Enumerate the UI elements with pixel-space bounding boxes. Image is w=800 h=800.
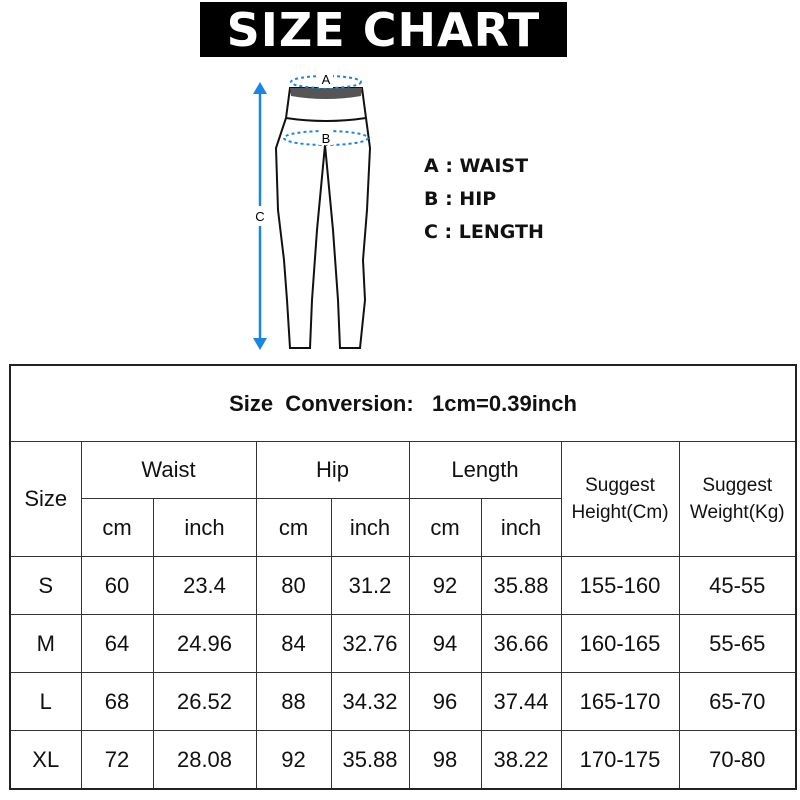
label-a: A: [322, 72, 331, 87]
header-waist-cm: cm: [80, 498, 154, 557]
header-length-inch: inch: [480, 498, 562, 557]
table-cell: 84: [255, 614, 332, 673]
header-hip-cm: cm: [255, 498, 332, 557]
length-arrow-icon: [253, 82, 267, 350]
banner-title: SIZE CHART: [226, 2, 541, 57]
table-row: S 60 23.4 80 31.2 92 35.88 155-160 45-55: [9, 556, 797, 615]
header-height-line1: Suggest: [585, 475, 655, 496]
header-waist-inch: inch: [152, 498, 257, 557]
table-cell: 31.2: [330, 556, 410, 615]
size-conversion-title: Size Conversion: 1cm=0.39inch: [9, 364, 797, 442]
leggings-diagram: A B C: [253, 72, 372, 350]
table-cell: 70-80: [678, 730, 797, 790]
table-row: M 64 24.96 84 32.76 94 36.66 160-165 55-65: [9, 614, 797, 673]
table-row: XL 72 28.08 92 35.88 98 38.22 170-175 70-80: [9, 730, 797, 790]
leggings-outline-icon: [274, 87, 372, 349]
table-cell: 38.22: [480, 730, 562, 790]
table-cell: 35.88: [330, 730, 410, 790]
table-cell: 65-70: [678, 672, 797, 731]
table-cell: 160-165: [560, 614, 680, 673]
table-cell: 92: [408, 556, 482, 615]
table-cell: 35.88: [480, 556, 562, 615]
measurement-legend: A : WAIST B : HIP C : LENGTH: [424, 150, 544, 249]
table-cell: 94: [408, 614, 482, 673]
waistband-fill: [290, 88, 362, 99]
table-cell: 88: [255, 672, 332, 731]
legend-length: C : LENGTH: [424, 221, 544, 243]
table-cell: 64: [80, 614, 154, 673]
header-length: Length: [408, 441, 562, 499]
table-cell: 80: [255, 556, 332, 615]
header-height-line2: Height(Cm): [571, 502, 669, 523]
table-cell: 92: [255, 730, 332, 790]
table-cell: 23.4: [152, 556, 257, 615]
header-length-cm: cm: [408, 498, 482, 557]
label-b: B: [322, 131, 331, 146]
table-cell: 55-65: [678, 614, 797, 673]
table-cell: 37.44: [480, 672, 562, 731]
table-cell: L: [9, 672, 82, 731]
table-cell: S: [9, 556, 82, 615]
table-cell: 165-170: [560, 672, 680, 731]
table-cell: 60: [80, 556, 154, 615]
header-weight-line1: Suggest: [702, 475, 773, 496]
table-cell: 98: [408, 730, 482, 790]
header-hip: Hip: [255, 441, 410, 499]
header-height: Suggest Height(Cm): [560, 441, 680, 557]
header-weight: Suggest Weight(Kg): [678, 441, 797, 557]
table-cell: XL: [9, 730, 82, 790]
table-cell: 24.96: [152, 614, 257, 673]
header-weight-line2: Weight(Kg): [689, 502, 785, 523]
table-cell: 96: [408, 672, 482, 731]
table-cell: 26.52: [152, 672, 257, 731]
table-cell: 36.66: [480, 614, 562, 673]
table-cell: M: [9, 614, 82, 673]
size-table: Size Conversion: 1cm=0.39inch Size Waist…: [9, 364, 797, 790]
table-row: L 68 26.52 88 34.32 96 37.44 165-170 65-70: [9, 672, 797, 731]
table-cell: 45-55: [678, 556, 797, 615]
table-cell: 34.32: [330, 672, 410, 731]
table-cell: 155-160: [560, 556, 680, 615]
table-cell: 28.08: [152, 730, 257, 790]
header-hip-inch: inch: [330, 498, 410, 557]
table-cell: 170-175: [560, 730, 680, 790]
header-waist: Waist: [80, 441, 257, 499]
table-cell: 68: [80, 672, 154, 731]
table-cell: 72: [80, 730, 154, 790]
legend-hip: B : HIP: [424, 188, 497, 210]
header-size: Size: [9, 441, 82, 557]
size-chart-banner: SIZE CHART: [200, 2, 567, 57]
table-cell: 32.76: [330, 614, 410, 673]
label-c: C: [255, 209, 264, 224]
legend-waist: A : WAIST: [424, 155, 529, 177]
